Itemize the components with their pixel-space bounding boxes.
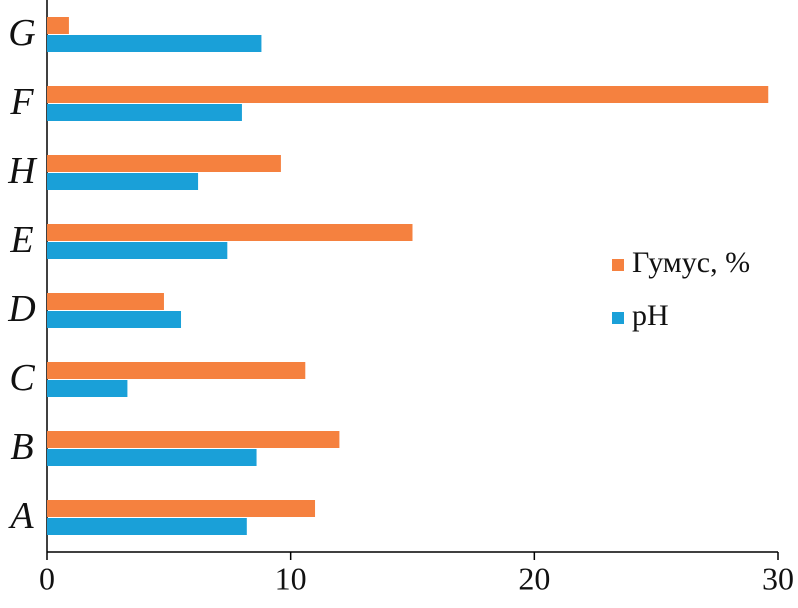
bar xyxy=(47,173,199,190)
bar xyxy=(47,449,257,466)
bar xyxy=(47,104,242,121)
legend-swatch xyxy=(612,259,624,271)
bar xyxy=(47,500,316,517)
legend-label: Гумус, % xyxy=(632,246,750,279)
x-tick-label: 10 xyxy=(275,560,307,596)
bar xyxy=(47,362,306,379)
y-tick-label: G xyxy=(8,12,35,54)
y-tick-label: B xyxy=(10,426,33,468)
bar xyxy=(47,35,262,52)
y-tick-label: F xyxy=(9,81,34,123)
y-tick-label: A xyxy=(7,495,34,537)
bar xyxy=(47,242,228,259)
bar xyxy=(47,293,164,310)
bar xyxy=(47,86,769,103)
x-tick-label: 0 xyxy=(39,560,55,596)
bar xyxy=(47,431,340,448)
bar xyxy=(47,224,413,241)
y-tick-label: E xyxy=(9,219,33,261)
y-tick-label: C xyxy=(9,357,35,399)
bar xyxy=(47,380,128,397)
y-tick-label: H xyxy=(7,150,38,192)
bar xyxy=(47,155,281,172)
legend-swatch xyxy=(612,312,624,324)
bar xyxy=(47,311,182,328)
y-tick-label: D xyxy=(7,288,35,330)
bar xyxy=(47,17,69,34)
legend-label: pH xyxy=(632,299,669,332)
x-tick-label: 30 xyxy=(762,560,794,596)
bar xyxy=(47,518,247,535)
x-tick-label: 20 xyxy=(518,560,550,596)
